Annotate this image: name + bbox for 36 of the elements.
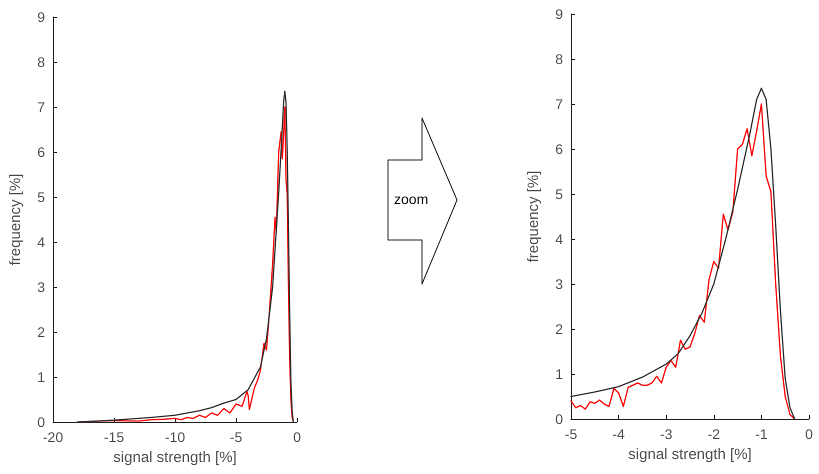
y-tick-label: 4 bbox=[37, 234, 46, 250]
y-tick-label: 8 bbox=[37, 54, 46, 70]
y-tick-label: 1 bbox=[37, 369, 46, 385]
y-tick-label: 0 bbox=[555, 411, 564, 427]
y-tick-label: 6 bbox=[37, 144, 46, 160]
y-tick-label: 4 bbox=[555, 231, 564, 247]
x-tick-label: -5 bbox=[230, 429, 242, 445]
y-tick-label: 7 bbox=[37, 99, 46, 115]
y-axis-title: frequency [%] bbox=[7, 174, 24, 266]
y-tick-label: 5 bbox=[555, 186, 564, 202]
y-tick-label: 9 bbox=[555, 6, 564, 22]
y-tick-label: 7 bbox=[555, 96, 564, 112]
text: zoom bbox=[394, 191, 428, 207]
y-tick-label: 8 bbox=[555, 51, 564, 67]
x-tick-label: -15 bbox=[104, 429, 124, 445]
x-axis-title: signal strength [%] bbox=[628, 446, 752, 463]
x-axis-title: signal strength [%] bbox=[113, 449, 237, 466]
x-tick-label: 0 bbox=[805, 426, 814, 442]
y-axis-title: frequency [%] bbox=[525, 170, 542, 262]
y-tick-label: 1 bbox=[555, 366, 564, 382]
y-tick-label: 0 bbox=[37, 414, 46, 430]
x-tick-label: -10 bbox=[164, 429, 186, 445]
x-tick-label: -1 bbox=[755, 426, 768, 442]
y-tick-label: 6 bbox=[555, 141, 564, 157]
y-tick-label: 3 bbox=[37, 279, 46, 295]
x-tick-label: -3 bbox=[660, 426, 673, 442]
y-tick-label: 5 bbox=[37, 189, 46, 205]
x-tick-label: -5 bbox=[564, 426, 578, 442]
y-tick-label: 2 bbox=[555, 321, 564, 337]
y-tick-label: 3 bbox=[555, 276, 564, 292]
x-tick-label: -20 bbox=[42, 429, 64, 445]
x-tick-label: 0 bbox=[293, 429, 302, 445]
x-tick-label: -4 bbox=[612, 426, 626, 442]
y-tick-label: 9 bbox=[37, 9, 46, 25]
x-tick-label: -2 bbox=[708, 426, 720, 442]
y-tick-label: 2 bbox=[37, 324, 46, 340]
